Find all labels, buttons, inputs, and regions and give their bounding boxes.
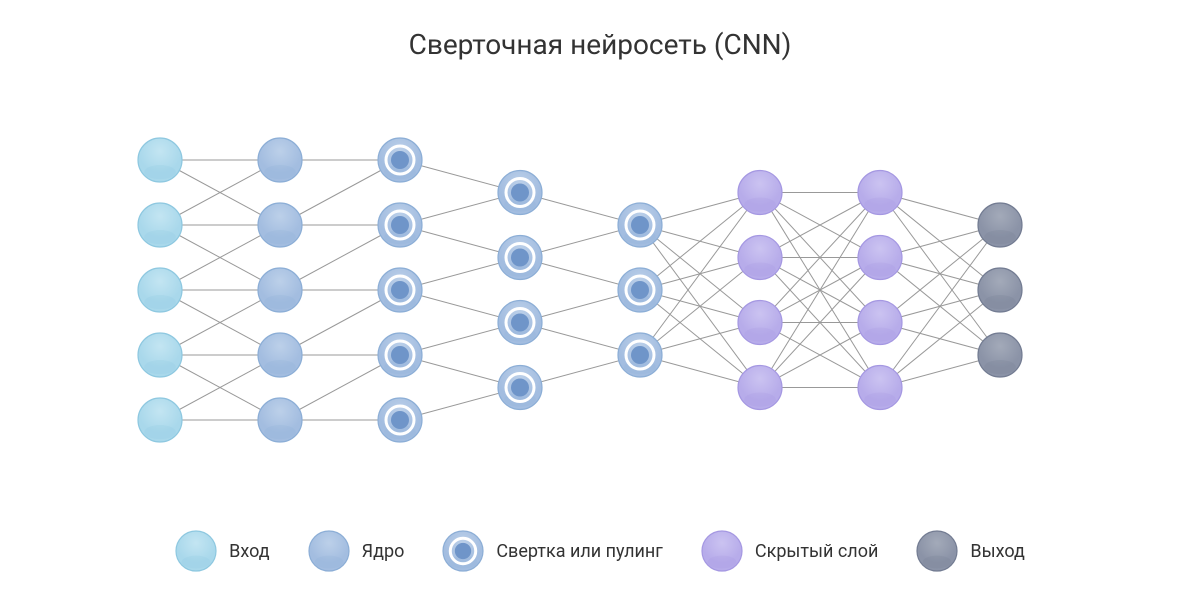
legend-item-input: Вход (175, 530, 269, 572)
input-node (138, 138, 182, 182)
legend-swatch-kernel (308, 530, 350, 572)
legend-swatch-conv (442, 530, 484, 572)
hidden-node (738, 301, 782, 345)
hidden-node (738, 236, 782, 280)
hidden-node (738, 366, 782, 410)
kernel-node (258, 398, 302, 442)
legend-swatch-input (175, 530, 217, 572)
input-node (138, 333, 182, 377)
conv-node (498, 171, 542, 215)
conv-node (618, 333, 662, 377)
legend: Вход Ядро Свертка или пулинг Скрытый слой Вы… (0, 530, 1200, 572)
legend-label: Свертка или пулинг (496, 541, 663, 562)
output-node (978, 333, 1022, 377)
hidden-node (858, 236, 902, 280)
hidden-node (858, 366, 902, 410)
legend-swatch-hidden (701, 530, 743, 572)
legend-item-output: Выход (916, 530, 1024, 572)
network-diagram (0, 0, 1200, 606)
kernel-node (258, 203, 302, 247)
hidden-node (738, 171, 782, 215)
hidden-node (858, 301, 902, 345)
conv-node (378, 138, 422, 182)
conv-node (498, 236, 542, 280)
legend-label: Ядро (362, 541, 405, 562)
legend-item-kernel: Ядро (308, 530, 405, 572)
input-node (138, 203, 182, 247)
kernel-node (258, 268, 302, 312)
input-node (138, 268, 182, 312)
input-node (138, 398, 182, 442)
conv-node (618, 203, 662, 247)
conv-node (618, 268, 662, 312)
conv-node (378, 398, 422, 442)
legend-label: Вход (229, 541, 269, 562)
conv-node (378, 203, 422, 247)
legend-item-conv: Свертка или пулинг (442, 530, 663, 572)
nodes-group (138, 138, 1022, 442)
output-node (978, 268, 1022, 312)
conv-node (498, 301, 542, 345)
hidden-node (858, 171, 902, 215)
kernel-node (258, 333, 302, 377)
kernel-node (258, 138, 302, 182)
conv-node (378, 333, 422, 377)
output-node (978, 203, 1022, 247)
conv-node (498, 366, 542, 410)
legend-label: Скрытый слой (755, 541, 879, 562)
legend-label: Выход (970, 541, 1024, 562)
conv-node (378, 268, 422, 312)
legend-item-hidden: Скрытый слой (701, 530, 879, 572)
legend-swatch-output (916, 530, 958, 572)
